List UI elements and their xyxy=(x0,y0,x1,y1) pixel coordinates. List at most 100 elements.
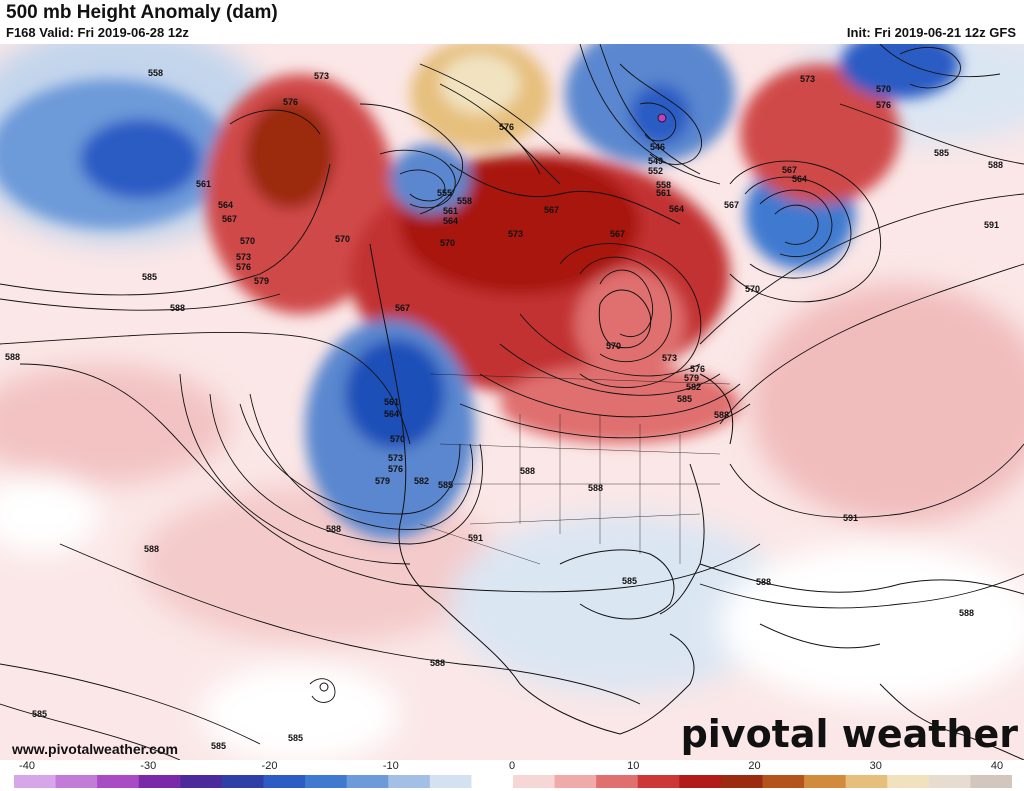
contour-label: 564 xyxy=(218,200,233,210)
contour-label: 576 xyxy=(236,262,251,272)
contour-label: 570 xyxy=(440,238,455,248)
contour-label: 567 xyxy=(724,200,739,210)
contour-label: 576 xyxy=(388,464,403,474)
colorbar-swatch xyxy=(804,775,847,788)
contour-label: 564 xyxy=(384,409,399,419)
contour-label: 579 xyxy=(375,476,390,486)
low-centers xyxy=(319,113,667,692)
contour-label: 558 xyxy=(148,68,163,78)
contour-label: 570 xyxy=(335,234,350,244)
contour-label: 570 xyxy=(390,434,405,444)
contour-label: 573 xyxy=(236,252,251,262)
colorbar-tick-label: -40 xyxy=(19,760,35,772)
contour-label: 591 xyxy=(843,513,858,523)
contour-label: 567 xyxy=(544,205,559,215)
contour-label: 588 xyxy=(326,524,341,534)
colorbar-swatch xyxy=(720,775,763,788)
colorbar-swatch xyxy=(637,775,680,788)
contour-label: 573 xyxy=(662,353,677,363)
contour-label: 564 xyxy=(669,204,684,214)
map-canvas: 558 561 564 567 570 573 576 579 585 588 … xyxy=(0,44,1024,760)
website-url[interactable]: www.pivotalweather.com xyxy=(12,741,178,757)
colorbar-tick-label: 10 xyxy=(627,760,640,772)
contour-label: 582 xyxy=(414,476,429,486)
contour-label: 582 xyxy=(686,382,701,392)
colorbar-swatch xyxy=(97,775,140,788)
contour-label: 579 xyxy=(254,276,269,286)
colorbar-swatch xyxy=(429,775,472,788)
anomaly-core xyxy=(0,44,960,539)
contour-label: 576 xyxy=(499,122,514,132)
colorbar-swatch xyxy=(55,775,98,788)
contour-label: 555 xyxy=(437,188,452,198)
contour-label: 588 xyxy=(5,352,20,362)
contour-label: 588 xyxy=(430,658,445,668)
colorbar-swatch xyxy=(388,775,431,788)
colorbar-swatch xyxy=(305,775,348,788)
colorbar-labels: -40 -30 -20 -10 0 10 20 30 40 xyxy=(0,760,1024,774)
colorbar-swatch xyxy=(887,775,930,788)
contour-label: 561 xyxy=(656,188,671,198)
contour-label: 576 xyxy=(283,97,298,107)
contour-label: 588 xyxy=(988,160,1003,170)
contour-label: 570 xyxy=(240,236,255,246)
valid-time: F168 Valid: Fri 2019-06-28 12z xyxy=(6,25,189,40)
contour-label: 585 xyxy=(677,394,692,404)
map-title: 500 mb Height Anomaly (dam) xyxy=(6,2,278,23)
contour-label: 564 xyxy=(792,174,807,184)
contour-label: 573 xyxy=(508,229,523,239)
contour-label: 588 xyxy=(714,410,729,420)
contour-label: 585 xyxy=(211,741,226,751)
colorbar-swatch xyxy=(221,775,264,788)
contour-label: 573 xyxy=(800,74,815,84)
contour-label: 564 xyxy=(443,216,458,226)
contour-label: 561 xyxy=(196,179,211,189)
borders xyxy=(419,373,731,565)
colorbar xyxy=(14,775,1012,788)
colorbar-swatch xyxy=(263,775,306,788)
contour-label: 552 xyxy=(648,166,663,176)
contour-label: 558 xyxy=(656,180,671,190)
contour-label: 567 xyxy=(222,214,237,224)
contour-label: 573 xyxy=(388,453,403,463)
contour-label: 585 xyxy=(934,148,949,158)
header: 500 mb Height Anomaly (dam) F168 Valid: … xyxy=(0,0,1024,44)
low-center-marker xyxy=(319,682,329,692)
contour-label: 588 xyxy=(588,483,603,493)
contour-label: 591 xyxy=(468,533,483,543)
contour-label: 546 xyxy=(650,142,665,152)
low-center-marker xyxy=(657,113,667,123)
contour-label: 570 xyxy=(745,284,760,294)
colorbar-swatch xyxy=(845,775,888,788)
contour-label: 567 xyxy=(782,165,797,175)
contour-label: 567 xyxy=(395,303,410,313)
colorbar-swatch xyxy=(970,775,1012,788)
coastlines xyxy=(369,123,1024,760)
colorbar-tick-label: 40 xyxy=(990,760,1004,772)
height-contours xyxy=(0,44,1024,760)
colorbar-tick-label: -30 xyxy=(140,760,157,772)
colorbar-tick-label: 0 xyxy=(508,760,516,772)
contour-label: 585 xyxy=(142,272,157,282)
contour-label: 570 xyxy=(606,341,621,351)
weather-map[interactable]: 558 561 564 567 570 573 576 579 585 588 … xyxy=(0,44,1024,760)
contour-label: 558 xyxy=(457,196,472,206)
colorbar-swatch xyxy=(471,775,514,788)
contour-label: 588 xyxy=(756,577,771,587)
contour-label: 549 xyxy=(648,156,663,166)
colorbar-swatch xyxy=(180,775,223,788)
colorbar-tick-label: 20 xyxy=(748,760,761,772)
contour-label: 585 xyxy=(288,733,303,743)
colorbar-tick-label: -20 xyxy=(261,760,278,772)
contour-label: 585 xyxy=(438,480,453,490)
contour-label: 570 xyxy=(876,84,891,94)
contour-label: 573 xyxy=(314,71,329,81)
contour-label: 591 xyxy=(984,220,999,230)
colorbar-swatch xyxy=(138,775,181,788)
colorbar-swatch xyxy=(346,775,389,788)
pivotal-weather-logo: pivotal weather xyxy=(680,712,1018,756)
contour-label: 576 xyxy=(876,100,891,110)
colorbar-tick-label: 30 xyxy=(869,760,882,772)
contour-label: 588 xyxy=(520,466,535,476)
contour-label: 576 xyxy=(690,364,705,374)
